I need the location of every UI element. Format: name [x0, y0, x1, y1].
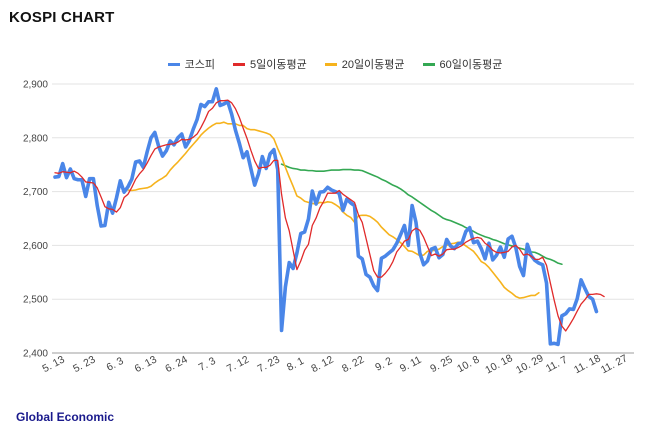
- x-tick-label: 7. 23: [256, 353, 282, 375]
- x-tick-label: 10. 8: [455, 353, 481, 375]
- y-tick-label: 2,700: [23, 187, 48, 198]
- series-line-kospi: [53, 87, 599, 347]
- x-tick-label: 9. 11: [398, 354, 424, 375]
- x-tick-label: 11. 18: [572, 352, 603, 376]
- series-line-ma5: [54, 99, 605, 332]
- x-tick-label: 8. 1: [285, 355, 306, 374]
- legend-swatch-ma20: [324, 62, 337, 66]
- x-tick-label: 11. 7: [544, 354, 570, 375]
- series-line-ma20: [127, 121, 540, 299]
- y-tick-label: 2,800: [23, 133, 48, 144]
- x-tick-label: 7. 12: [225, 353, 251, 375]
- legend-item-ma60: 60일이동평균: [422, 56, 503, 72]
- x-tick-label: 6. 13: [133, 353, 159, 375]
- legend-label-ma60: 60일이동평균: [439, 59, 503, 71]
- legend-swatch-ma60: [422, 62, 435, 66]
- x-tick-label: 5. 23: [71, 353, 97, 375]
- x-tick-label: 9. 2: [373, 355, 394, 374]
- y-tick-label: 2,600: [23, 241, 48, 252]
- footer-label: Global Economic: [16, 410, 115, 424]
- x-tick-label: 6. 24: [163, 353, 189, 375]
- legend-swatch-ma5: [232, 62, 245, 66]
- x-tick-label: 8. 12: [309, 353, 335, 375]
- x-tick-label: 10. 18: [483, 352, 515, 376]
- x-tick-label: 11. 27: [599, 352, 630, 376]
- legend-swatch-kospi: [167, 62, 180, 66]
- y-tick-label: 2,500: [23, 295, 48, 306]
- x-tick-label: 8. 22: [340, 353, 366, 375]
- x-tick-label: 9. 25: [428, 353, 454, 375]
- x-tick-label: 10. 29: [514, 352, 546, 376]
- legend-label-ma20: 20일이동평균: [341, 59, 405, 71]
- legend-label-kospi: 코스피: [184, 59, 215, 71]
- x-tick-label: 6. 3: [104, 355, 125, 374]
- legend-item-ma5: 5일이동평균: [232, 56, 307, 72]
- y-tick-label: 2,400: [23, 349, 48, 360]
- legend-item-ma20: 20일이동평균: [324, 56, 405, 72]
- chart-title: KOSPI CHART: [9, 9, 115, 26]
- legend-item-kospi: 코스피: [167, 56, 215, 72]
- legend: 코스피 5일이동평균 20일이동평균 60일이동평균: [0, 56, 670, 72]
- legend-label-ma5: 5일이동평균: [249, 59, 307, 71]
- y-tick-label: 2,900: [23, 80, 48, 91]
- x-tick-label: 7. 3: [197, 355, 218, 374]
